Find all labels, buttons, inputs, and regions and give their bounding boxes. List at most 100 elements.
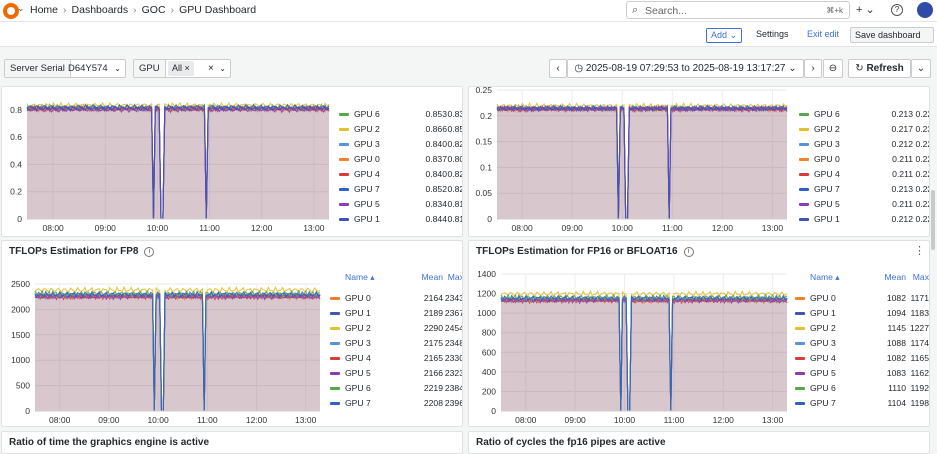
legend-header-max[interactable]: Max xyxy=(912,272,929,282)
legend-row[interactable]: GPU 0 1082 1171 xyxy=(795,291,929,306)
legend-series-name: GPU 2 xyxy=(345,323,371,333)
top-nav: ⌄ Home › Dashboards › GOC › GPU Dashboard ⌕… xyxy=(0,0,937,22)
legend-header-mean[interactable]: Mean xyxy=(884,272,907,282)
x-tick-label: 11:00 xyxy=(662,223,683,233)
legend-max-value: 1227 xyxy=(909,323,929,333)
x-tick-label: 09:00 xyxy=(95,223,117,233)
legend-row[interactable]: GPU 4 2165 2330 xyxy=(330,351,462,366)
legend-row[interactable]: GPU 6 2219 2384 xyxy=(330,381,462,396)
legend-mean-value: 2208 xyxy=(423,398,443,408)
legend-row[interactable]: GPU 1 1094 1183 xyxy=(795,306,929,321)
info-icon[interactable]: i xyxy=(683,247,694,257)
legend-swatch xyxy=(799,113,809,116)
time-back-button[interactable]: ‹ xyxy=(549,59,567,78)
legend-row[interactable]: GPU 1 2189 2367 xyxy=(330,306,462,321)
time-range-picker[interactable]: ◷ 2025-08-19 07:29:53 to 2025-08-19 13:1… xyxy=(567,59,804,78)
legend-series-name: GPU 2 xyxy=(814,124,840,134)
help-icon[interactable]: ? xyxy=(891,4,903,16)
breadcrumb-home[interactable]: Home xyxy=(30,4,59,16)
clear-icon[interactable]: × xyxy=(208,63,214,74)
series-line-gpu-6 xyxy=(34,289,321,412)
y-tick-label: 0 xyxy=(487,214,492,224)
new-plus-icon[interactable]: + ⌄ xyxy=(856,4,875,16)
legend-swatch xyxy=(339,173,349,176)
legend-max-value: 1162 xyxy=(910,368,929,378)
legend-row[interactable]: GPU 6 1110 1192 xyxy=(795,381,929,396)
x-tick-label: 08:00 xyxy=(43,223,65,233)
zoom-out-icon[interactable]: ⊖ xyxy=(823,59,843,78)
save-dashboard-button[interactable]: Save dashboard ⌄ xyxy=(850,27,934,54)
settings-button[interactable]: Settings xyxy=(756,29,789,39)
breadcrumb-current: GPU Dashboard xyxy=(179,4,257,16)
avatar[interactable] xyxy=(917,2,933,18)
legend-series-name: GPU 5 xyxy=(354,199,380,209)
y-tick-label: 600 xyxy=(482,347,496,357)
legend-row[interactable]: GPU 5 2166 2323 xyxy=(330,366,462,381)
time-forward-button[interactable]: › xyxy=(804,59,822,78)
scrollbar[interactable] xyxy=(931,190,935,250)
search-input[interactable]: ⌕ Search... ⌘+k xyxy=(626,1,850,19)
exit-edit-button[interactable]: Exit edit xyxy=(807,29,840,39)
breadcrumb-goc[interactable]: GOC xyxy=(141,4,166,16)
y-tick-label: 1500 xyxy=(11,330,30,340)
legend-series-name: GPU 7 xyxy=(810,398,836,408)
legend-row[interactable]: GPU 3 2175 2348 xyxy=(330,336,462,351)
legend-mean-value: 2219 xyxy=(423,383,443,393)
legend-row[interactable]: GPU 3 1088 1174 xyxy=(795,336,929,351)
legend-mean-value: 1110 xyxy=(888,383,906,393)
refresh-button[interactable]: ↻ Refresh xyxy=(848,59,911,78)
legend-mean-value: 0.837 xyxy=(425,154,447,164)
legend-swatch xyxy=(330,342,340,345)
legend-header-name[interactable]: Name ▴ xyxy=(345,272,375,282)
legend-header-name[interactable]: Name ▴ xyxy=(810,272,840,282)
legend-swatch xyxy=(795,342,805,345)
legend-mean-value: 0.211 xyxy=(892,169,913,179)
legend-row[interactable]: GPU 7 1104 1198 xyxy=(795,396,929,411)
x-tick-label: 12:00 xyxy=(251,223,273,233)
chart-top-right: 0 0.05 0.1 0.15 0.2 0.25 08:00 09:00 10:00 11:00 1… xyxy=(475,87,788,233)
info-icon[interactable]: i xyxy=(144,247,155,257)
legend-header-mean[interactable]: Mean xyxy=(421,272,444,282)
server-serial-select[interactable]: Server Serial D64Y574 ⌄ xyxy=(4,59,126,78)
x-tick-label: 09:00 xyxy=(562,223,584,233)
legend-mean-value: 1104 xyxy=(887,398,906,408)
breadcrumb-dashboards[interactable]: Dashboards xyxy=(71,4,129,16)
series-line-gpu-7 xyxy=(34,290,321,412)
panel-menu-icon[interactable]: ⋮ xyxy=(914,245,925,257)
menu-chevron-icon[interactable]: ⌄ xyxy=(17,3,25,13)
legend-header-max[interactable]: Max xyxy=(447,272,463,282)
legend-mean-value: 0.844 xyxy=(425,214,447,224)
gpu-select[interactable]: GPU All × × ⌄ xyxy=(133,59,231,78)
legend-row[interactable]: GPU 4 1082 1165 xyxy=(795,351,929,366)
panel-top-left: 0 0.2 0.4 0.6 0.8 08:00 09:00 10:00 11:00 12:00 13… xyxy=(1,86,463,237)
legend-max-value: 0.229 xyxy=(915,109,929,119)
legend-row[interactable]: GPU 5 1083 1162 xyxy=(795,366,929,381)
legend-max-value: 1165 xyxy=(910,353,929,363)
legend-row[interactable]: GPU 2 2290 2454 xyxy=(330,321,462,336)
legend-mean-value: 2166 xyxy=(423,368,443,378)
legend-row[interactable]: GPU 0 2164 2343 xyxy=(330,291,462,306)
legend-swatch xyxy=(795,312,805,315)
legend-row[interactable]: GPU 7 2208 2396 xyxy=(330,396,462,411)
legend-row[interactable]: GPU 2 1145 1227 xyxy=(795,321,929,336)
grafana-logo-icon[interactable] xyxy=(3,3,19,19)
add-button[interactable]: Add ⌄ xyxy=(706,28,743,43)
legend-mean-value: 2290 xyxy=(423,323,443,333)
refresh-interval-select[interactable]: ⌄ xyxy=(911,59,931,78)
